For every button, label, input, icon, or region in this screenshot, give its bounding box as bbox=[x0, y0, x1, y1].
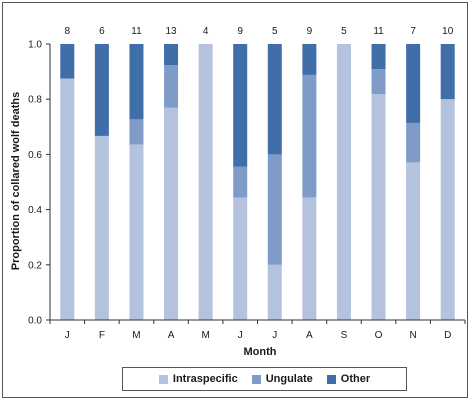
count-label-5: 4 bbox=[203, 26, 209, 37]
x-tick-label-11: N bbox=[410, 330, 417, 341]
bar-other-3 bbox=[129, 44, 144, 120]
y-tick-label-1: 0.2 bbox=[28, 260, 42, 271]
x-tick-label-5: M bbox=[201, 330, 209, 341]
legend-swatch-intraspecific bbox=[158, 374, 168, 384]
bar-intraspecific-12 bbox=[440, 99, 455, 320]
bar-intraspecific-7 bbox=[267, 264, 282, 320]
y-tick-label-0: 0.0 bbox=[28, 316, 42, 327]
x-tick-label-8: A bbox=[306, 330, 313, 341]
bar-intraspecific-6 bbox=[233, 197, 248, 320]
count-label-7: 5 bbox=[272, 26, 278, 37]
bar-intraspecific-9 bbox=[336, 44, 351, 320]
x-tick-label-10: O bbox=[375, 330, 383, 341]
legend-item-ungulate: Ungulate bbox=[251, 373, 313, 385]
bar-intraspecific-11 bbox=[406, 162, 421, 320]
bar-ungulate-6 bbox=[233, 166, 248, 198]
x-tick-label-12: D bbox=[444, 330, 451, 341]
x-tick-label-3: M bbox=[132, 330, 140, 341]
bar-other-4 bbox=[164, 44, 179, 66]
bar-other-7 bbox=[267, 44, 282, 155]
bar-intraspecific-8 bbox=[302, 197, 317, 320]
count-label-11: 7 bbox=[410, 26, 416, 37]
bar-other-12 bbox=[440, 44, 455, 100]
bar-intraspecific-10 bbox=[371, 94, 386, 321]
x-tick-label-2: F bbox=[99, 330, 105, 341]
bar-ungulate-8 bbox=[302, 74, 317, 198]
x-tick-label-4: A bbox=[168, 330, 175, 341]
legend-swatch-other bbox=[326, 374, 336, 384]
count-label-9: 5 bbox=[341, 26, 347, 37]
bar-other-8 bbox=[302, 44, 317, 75]
bar-intraspecific-5 bbox=[198, 44, 213, 320]
count-label-3: 11 bbox=[131, 26, 142, 37]
bars-group bbox=[60, 44, 455, 321]
x-tick-label-9: S bbox=[341, 330, 348, 341]
legend-label-ungulate: Ungulate bbox=[265, 373, 313, 385]
legend-item-intraspecific: Intraspecific bbox=[158, 373, 238, 385]
y-tick-label-5: 1.0 bbox=[28, 40, 42, 51]
y-tick-label-2: 0.4 bbox=[28, 205, 42, 216]
axes-group bbox=[46, 43, 466, 324]
count-label-4: 13 bbox=[165, 26, 177, 37]
bar-other-11 bbox=[406, 44, 421, 123]
bar-ungulate-10 bbox=[371, 69, 386, 95]
bar-ungulate-11 bbox=[406, 122, 421, 163]
count-label-12: 10 bbox=[442, 26, 454, 37]
bar-other-10 bbox=[371, 44, 386, 70]
bar-intraspecific-2 bbox=[94, 135, 109, 320]
x-axis-title: Month bbox=[244, 346, 277, 358]
count-label-6: 9 bbox=[237, 26, 243, 37]
x-tick-label-1: J bbox=[65, 330, 70, 341]
bar-intraspecific-3 bbox=[129, 144, 144, 320]
x-tick-label-7: J bbox=[272, 330, 277, 341]
count-label-2: 6 bbox=[99, 26, 105, 37]
y-axis-title: Proportion of collared wolf deaths bbox=[10, 92, 22, 270]
bar-ungulate-4 bbox=[164, 65, 179, 108]
legend-item-other: Other bbox=[326, 373, 371, 385]
count-label-1: 8 bbox=[65, 26, 71, 37]
legend-label-other: Other bbox=[340, 373, 371, 385]
bar-intraspecific-1 bbox=[60, 78, 75, 320]
y-tick-label-3: 0.6 bbox=[28, 150, 42, 161]
legend: Intraspecific Ungulate Other bbox=[122, 367, 407, 391]
bar-other-6 bbox=[233, 44, 248, 167]
bar-ungulate-7 bbox=[267, 154, 282, 265]
x-tick-label-6: J bbox=[238, 330, 243, 341]
labels-group: 8 J 6 F 11 M 13 A 4 M 9 J 5 J 9 A 5 S 11 O 7 N 10 D 0.0 0.2 0.4 0.6… bbox=[28, 26, 454, 341]
legend-label-intraspecific: Intraspecific bbox=[172, 373, 238, 385]
y-tick-label-4: 0.8 bbox=[28, 95, 42, 106]
bar-ungulate-3 bbox=[129, 119, 144, 145]
count-label-10: 11 bbox=[373, 26, 384, 37]
count-label-8: 9 bbox=[307, 26, 313, 37]
bar-intraspecific-4 bbox=[164, 107, 179, 320]
bar-other-2 bbox=[94, 44, 109, 136]
legend-swatch-ungulate bbox=[251, 374, 261, 384]
bar-other-1 bbox=[60, 44, 75, 79]
